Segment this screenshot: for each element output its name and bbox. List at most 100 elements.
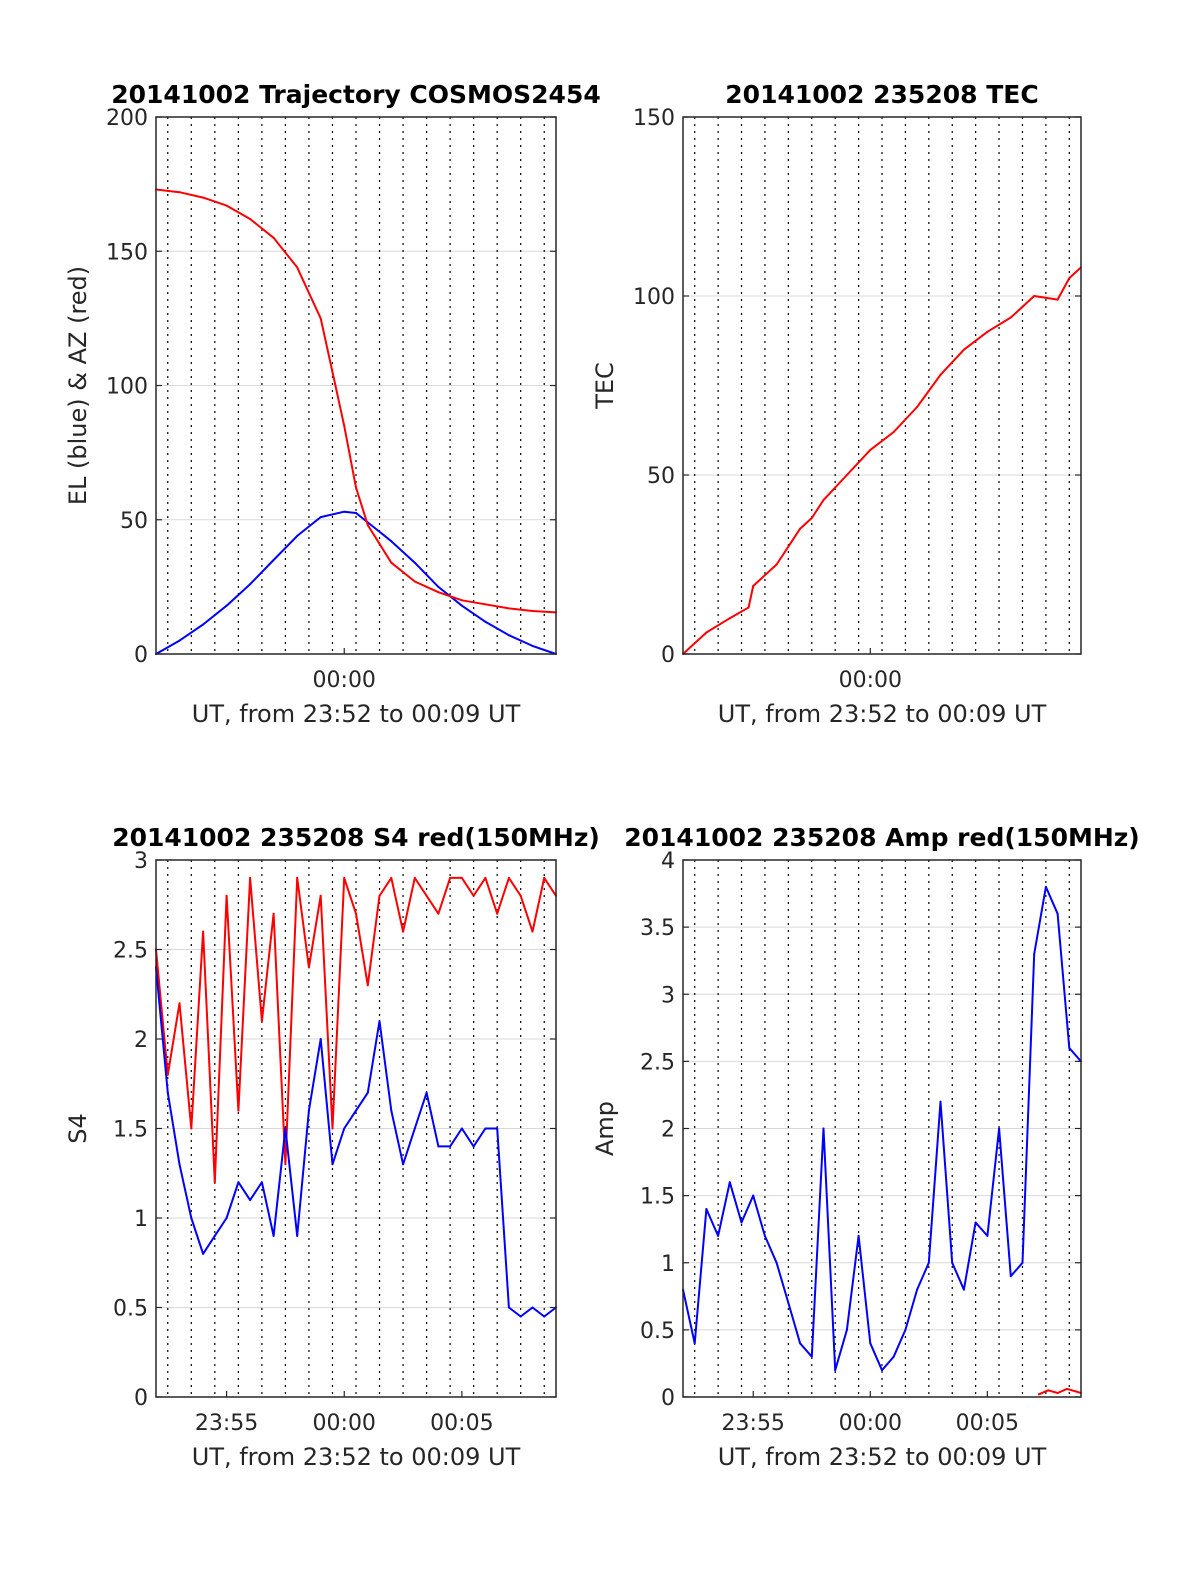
data-point-red (543, 876, 546, 879)
data-point-blue (1009, 1275, 1012, 1278)
data-point-red (307, 966, 310, 969)
data-point-blue (484, 1127, 487, 1130)
x-axis-label: UT, from 23:52 to 00:09 UT (192, 700, 521, 728)
data-point-blue (319, 516, 322, 519)
data-point-blue (249, 1199, 252, 1202)
data-point-blue (402, 1163, 405, 1166)
data-point-red (319, 317, 322, 320)
data-point-blue (437, 585, 440, 588)
data-point-blue (986, 1234, 989, 1237)
data-point-red (519, 894, 522, 897)
data-point-blue (752, 1194, 755, 1197)
y-tick-label: 0 (661, 1386, 675, 1411)
data-point-blue (202, 623, 205, 626)
data-point-blue (355, 1109, 357, 1112)
y-tick-label: 50 (647, 464, 675, 489)
data-point-red (460, 599, 463, 602)
data-point-red (260, 1020, 263, 1023)
y-axis-label: Amp (591, 1101, 619, 1156)
data-point-blue (296, 534, 299, 537)
data-point-red (484, 603, 487, 606)
data-point-blue (799, 1342, 802, 1345)
chart-panel-1: 0 50 100 150 200 00:00 20141002 Trajectory COS… (64, 80, 601, 728)
data-point-red (939, 373, 942, 376)
y-tick-label: 3.5 (640, 916, 675, 941)
y-tick-label: 0.5 (640, 1319, 675, 1344)
data-point-blue (225, 604, 228, 607)
data-point-blue (390, 540, 393, 543)
data-point-red (178, 191, 181, 194)
data-point-red (1056, 1391, 1059, 1394)
data-point-blue (355, 512, 357, 515)
data-point-red (225, 204, 228, 207)
data-point-red (249, 218, 252, 221)
data-point-red (869, 448, 872, 451)
data-point-red (986, 330, 989, 333)
data-point-red (1065, 1387, 1068, 1390)
data-point-red (413, 580, 416, 583)
y-tick-label: 0 (661, 643, 675, 668)
data-point-blue (178, 1163, 181, 1166)
data-point-red (763, 574, 766, 577)
chart-panel-4: 0 0.5 1 1.5 2 2.5 3 3.5 4 23:55 00:00 00:05 20141002… (591, 823, 1140, 1471)
y-tick-label: 0 (134, 1386, 148, 1411)
data-point-red (507, 876, 510, 879)
data-point-red (355, 912, 357, 915)
data-point-red (249, 876, 252, 879)
data-point-red (460, 876, 463, 879)
data-point-red (752, 584, 755, 587)
series-line-red (1038, 1387, 1082, 1396)
y-tick-label: 1 (661, 1252, 675, 1277)
data-point-blue (237, 1181, 240, 1184)
data-point-blue (519, 1315, 522, 1318)
data-point-red (1047, 1389, 1050, 1392)
y-tick-label: 2.5 (113, 939, 148, 964)
data-point-red (331, 371, 334, 374)
data-point-blue (927, 1261, 930, 1264)
x-tick-label: 00:00 (313, 1411, 376, 1436)
data-point-red (449, 876, 452, 879)
data-point-blue (507, 1306, 510, 1309)
data-point-red (319, 894, 322, 897)
data-point-red (390, 561, 393, 564)
data-point-blue (437, 1145, 440, 1148)
y-axis-label: S4 (64, 1113, 92, 1144)
data-point-red (1009, 316, 1012, 319)
data-point-blue (213, 1234, 216, 1237)
y-axis-label: EL (blue) & AZ (red) (64, 266, 92, 505)
data-point-blue (1033, 952, 1036, 955)
y-tick-label: 2.5 (640, 1050, 675, 1075)
data-point-blue (763, 1234, 766, 1237)
data-point-blue (531, 644, 534, 647)
data-point-blue (413, 1127, 416, 1130)
y-tick-label: 100 (106, 375, 148, 400)
chart-panel-3: 0 0.5 1 1.5 2 2.5 3 23:55 00:00 00:05 20141002 235… (64, 823, 600, 1471)
data-point-blue (178, 639, 181, 642)
data-point-red (1033, 295, 1036, 297)
data-point-red (378, 894, 381, 897)
data-point-blue (775, 1261, 778, 1264)
y-tick-label: 100 (633, 285, 675, 310)
data-point-blue (390, 1109, 393, 1112)
data-point-blue (319, 1038, 322, 1040)
data-point-red (284, 1163, 287, 1166)
y-axis-label: TEC (591, 362, 619, 410)
data-point-blue (272, 1234, 275, 1237)
data-point-red (496, 912, 499, 915)
series-line-blue (155, 510, 557, 655)
data-point-blue (284, 1127, 287, 1130)
data-point-blue (916, 1288, 919, 1291)
data-point-blue (296, 1234, 299, 1237)
data-point-red (202, 930, 205, 933)
data-point-blue (343, 510, 346, 513)
data-point-blue (951, 1261, 954, 1264)
data-point-blue (260, 1181, 263, 1184)
y-tick-label: 50 (120, 509, 148, 534)
data-point-blue (998, 1127, 1001, 1130)
data-point-red (413, 876, 416, 879)
data-point-red (845, 474, 848, 476)
y-tick-label: 3 (661, 983, 675, 1008)
data-point-red (190, 1127, 193, 1130)
data-point-blue (939, 1100, 942, 1103)
